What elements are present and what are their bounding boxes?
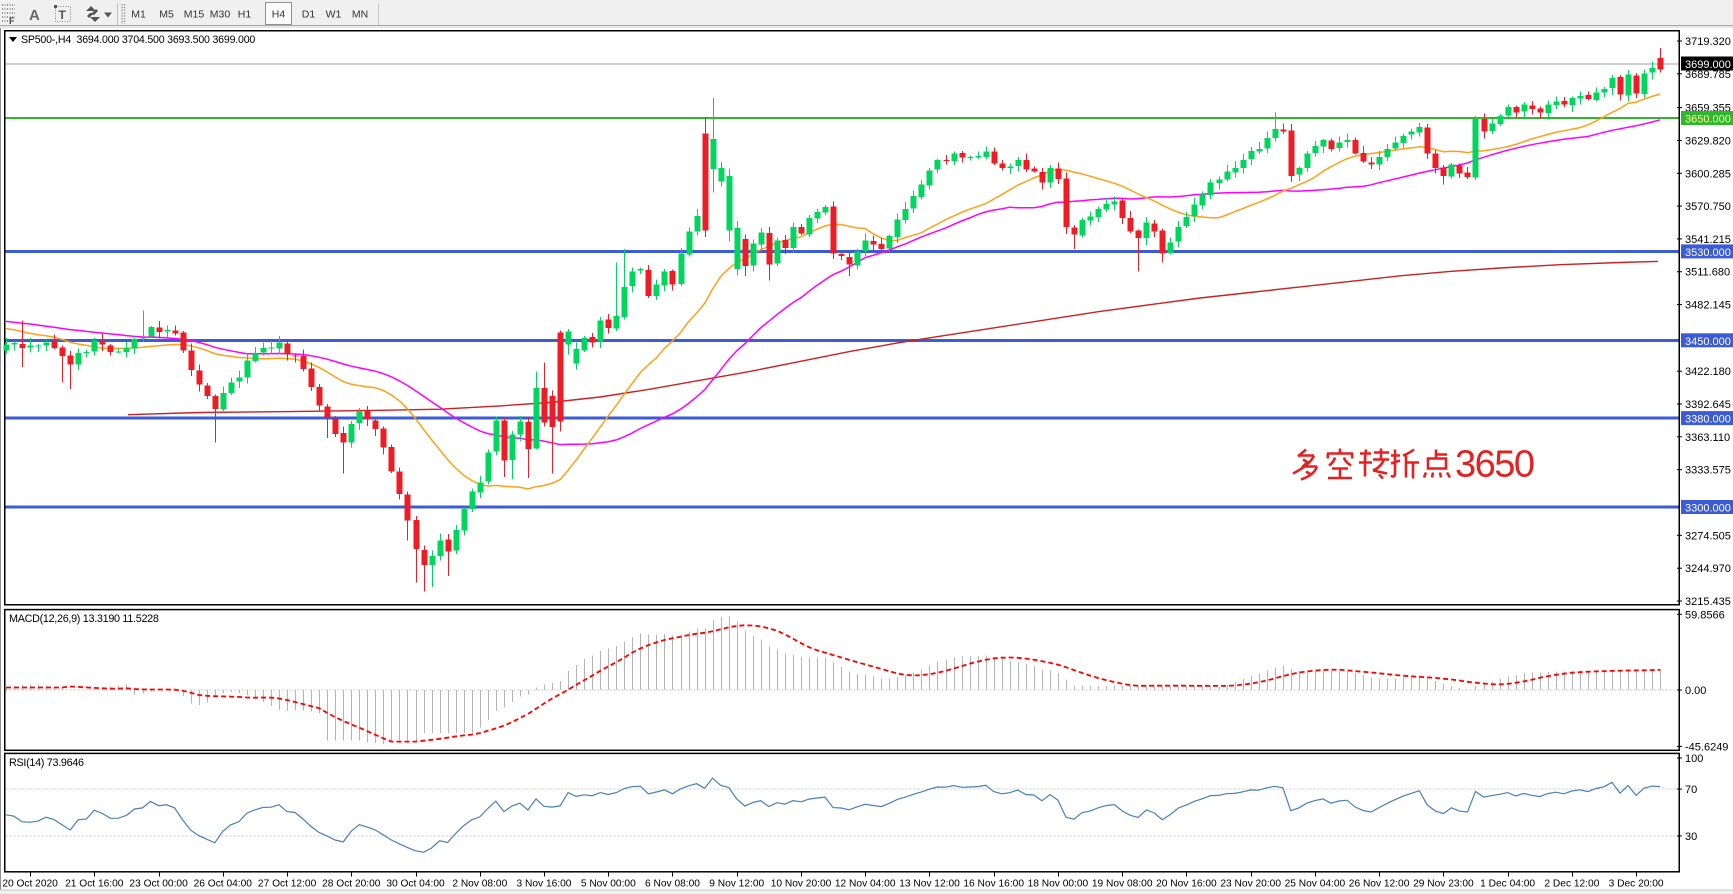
svg-text:6 Nov 08:00: 6 Nov 08:00 bbox=[645, 879, 700, 890]
svg-text:20 Nov 16:00: 20 Nov 16:00 bbox=[1156, 879, 1217, 890]
svg-text:13 Nov 12:00: 13 Nov 12:00 bbox=[899, 879, 960, 890]
svg-text:3215.435: 3215.435 bbox=[1685, 596, 1731, 608]
svg-text:12 Nov 04:00: 12 Nov 04:00 bbox=[835, 879, 896, 890]
svg-text:D1: D1 bbox=[302, 9, 316, 21]
svg-text:30 Oct 04:00: 30 Oct 04:00 bbox=[386, 879, 445, 890]
svg-text:3629.820: 3629.820 bbox=[1685, 135, 1731, 147]
svg-text:10 Nov 20:00: 10 Nov 20:00 bbox=[771, 879, 832, 890]
svg-text:M30: M30 bbox=[210, 9, 231, 21]
svg-text:21 Oct 16:00: 21 Oct 16:00 bbox=[65, 879, 124, 890]
svg-text:27 Oct 12:00: 27 Oct 12:00 bbox=[258, 879, 317, 890]
svg-text:3392.645: 3392.645 bbox=[1685, 399, 1731, 411]
svg-text:3 Dec 20:00: 3 Dec 20:00 bbox=[1609, 879, 1664, 890]
svg-text:3689.785: 3689.785 bbox=[1685, 69, 1731, 81]
svg-text:SP500-,H4 3694.000 3704.500 3: SP500-,H4 3694.000 3704.500 3693.500 369… bbox=[21, 34, 255, 46]
svg-text:MACD(12,26,9) 13.3190 11.5228: MACD(12,26,9) 13.3190 11.5228 bbox=[9, 613, 159, 625]
svg-text:-45.6249: -45.6249 bbox=[1685, 741, 1728, 753]
svg-text:M5: M5 bbox=[159, 9, 174, 21]
svg-text:16 Nov 16:00: 16 Nov 16:00 bbox=[963, 879, 1024, 890]
svg-text:70: 70 bbox=[1685, 784, 1697, 796]
svg-text:M1: M1 bbox=[131, 9, 146, 21]
svg-text:3380.000: 3380.000 bbox=[1685, 414, 1731, 426]
svg-text:9 Nov 12:00: 9 Nov 12:00 bbox=[709, 879, 764, 890]
svg-text:T: T bbox=[59, 8, 67, 22]
svg-text:3450.000: 3450.000 bbox=[1685, 336, 1731, 348]
svg-text:F: F bbox=[9, 16, 15, 26]
svg-text:3530.000: 3530.000 bbox=[1685, 247, 1731, 259]
svg-text:0.00: 0.00 bbox=[1685, 685, 1706, 697]
svg-text:100: 100 bbox=[1685, 753, 1703, 765]
svg-text:3363.110: 3363.110 bbox=[1685, 432, 1730, 444]
svg-text:RSI(14) 73.9646: RSI(14) 73.9646 bbox=[9, 757, 84, 769]
svg-text:2 Nov 08:00: 2 Nov 08:00 bbox=[452, 879, 507, 890]
svg-text:3570.750: 3570.750 bbox=[1685, 201, 1731, 213]
svg-text:3422.180: 3422.180 bbox=[1685, 366, 1731, 378]
svg-text:3300.000: 3300.000 bbox=[1685, 503, 1731, 515]
svg-text:3719.320: 3719.320 bbox=[1685, 36, 1731, 48]
svg-text:H4: H4 bbox=[272, 9, 286, 21]
svg-text:M15: M15 bbox=[184, 9, 205, 21]
svg-text:23 Nov 20:00: 23 Nov 20:00 bbox=[1220, 879, 1281, 890]
svg-text:19 Nov 08:00: 19 Nov 08:00 bbox=[1092, 879, 1153, 890]
svg-text:3333.575: 3333.575 bbox=[1685, 465, 1731, 477]
svg-text:28 Oct 20:00: 28 Oct 20:00 bbox=[322, 879, 381, 890]
svg-text:3650.000: 3650.000 bbox=[1685, 114, 1731, 126]
svg-text:3511.680: 3511.680 bbox=[1685, 267, 1730, 279]
svg-text:59.8566: 59.8566 bbox=[1685, 609, 1725, 621]
svg-text:3274.505: 3274.505 bbox=[1685, 530, 1731, 542]
svg-text:1 Dec 04:00: 1 Dec 04:00 bbox=[1480, 879, 1535, 890]
svg-text:5 Nov 00:00: 5 Nov 00:00 bbox=[581, 879, 636, 890]
svg-text:20 Oct 2020: 20 Oct 2020 bbox=[2, 879, 58, 890]
svg-text:26 Oct 04:00: 26 Oct 04:00 bbox=[194, 879, 253, 890]
svg-text:3 Nov 16:00: 3 Nov 16:00 bbox=[517, 879, 572, 890]
svg-text:25 Nov 04:00: 25 Nov 04:00 bbox=[1285, 879, 1346, 890]
svg-text:W1: W1 bbox=[326, 9, 342, 21]
svg-text:A: A bbox=[29, 7, 40, 24]
svg-text:MN: MN bbox=[352, 9, 368, 21]
svg-text:3699.000: 3699.000 bbox=[1685, 59, 1731, 71]
svg-text:3650: 3650 bbox=[1455, 444, 1534, 486]
svg-text:29 Nov 23:00: 29 Nov 23:00 bbox=[1413, 879, 1474, 890]
svg-text:30: 30 bbox=[1685, 831, 1697, 843]
svg-text:3541.215: 3541.215 bbox=[1685, 234, 1731, 246]
svg-text:26 Nov 12:00: 26 Nov 12:00 bbox=[1349, 879, 1410, 890]
svg-text:3600.285: 3600.285 bbox=[1685, 168, 1731, 180]
svg-text:18 Nov 00:00: 18 Nov 00:00 bbox=[1028, 879, 1089, 890]
svg-text:3482.145: 3482.145 bbox=[1685, 300, 1731, 312]
svg-text:H1: H1 bbox=[238, 9, 252, 21]
svg-text:3244.970: 3244.970 bbox=[1685, 563, 1731, 575]
svg-text:23 Oct 00:00: 23 Oct 00:00 bbox=[129, 879, 188, 890]
svg-text:2 Dec 12:00: 2 Dec 12:00 bbox=[1544, 879, 1599, 890]
